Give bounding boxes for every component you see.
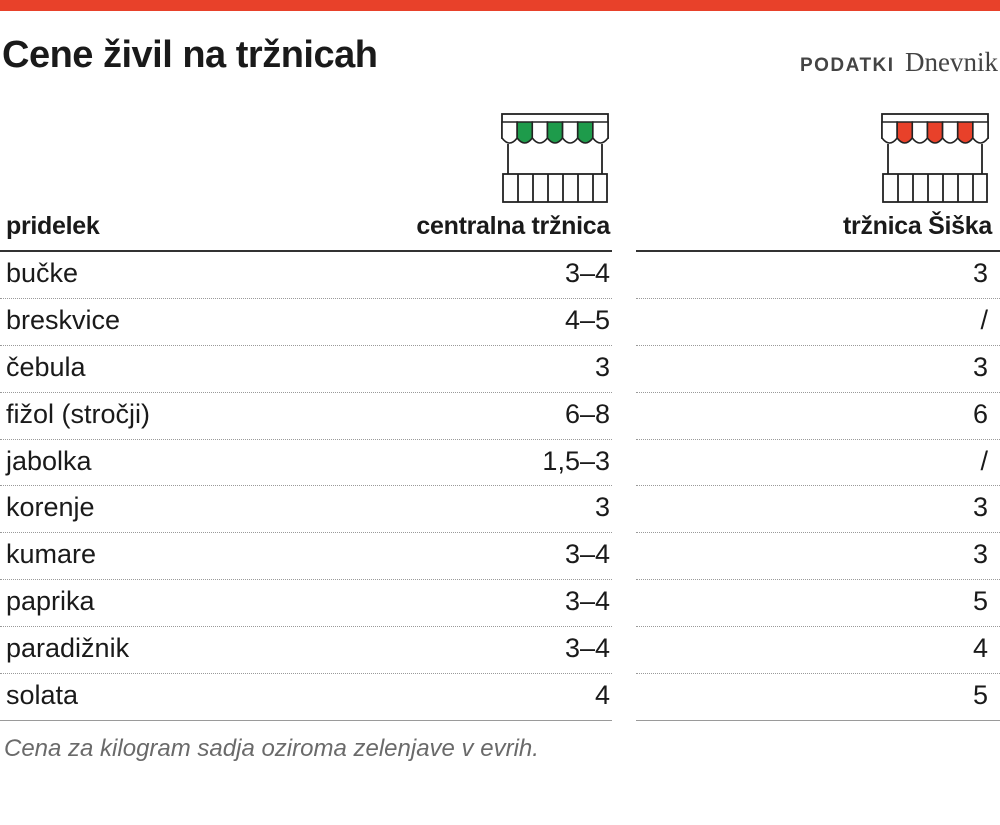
product-cell: čebula (6, 351, 86, 382)
price-table: bučke 3–4 3 breskvice 4–5 / čebula 3 3 fižol (str… (0, 252, 1000, 721)
product-cell: bučke (6, 258, 79, 288)
siska-price-cell: 6 (972, 398, 988, 429)
row-divider (0, 579, 612, 581)
row-divider (0, 532, 612, 534)
central-price-cell: 3–4 (564, 539, 610, 570)
table-row: paprika 3–4 5 (0, 580, 1000, 628)
row-divider (636, 438, 1000, 440)
column-header-central-market: centralna tržnica (416, 212, 610, 240)
row-divider (636, 626, 1000, 628)
market-stall-green-icon (501, 113, 609, 203)
row-divider (0, 438, 612, 440)
product-cell: jabolka (6, 445, 92, 476)
central-price-cell: 1,5–3 (542, 445, 610, 476)
central-price-cell: 3–4 (564, 633, 610, 664)
siska-price-cell: / (980, 304, 988, 335)
source-label: PODATKI (799, 55, 895, 76)
row-divider (0, 673, 612, 675)
header-rule-left (0, 250, 612, 252)
siska-price-cell: 5 (972, 680, 988, 711)
siska-price-cell: 3 (972, 539, 988, 570)
row-divider (0, 485, 612, 487)
table-row: solata 4 5 (0, 674, 1000, 721)
table-row: jabolka 1,5–3 / (0, 440, 1000, 487)
product-cell: kumare (6, 539, 97, 570)
row-divider (636, 297, 1000, 299)
product-cell: solata (6, 680, 79, 711)
siska-price-cell: 5 (972, 586, 988, 617)
header-rule-right (636, 250, 1000, 252)
table-row: breskvice 4–5 / (0, 299, 1000, 346)
table-row: fižol (stročji) 6–8 6 (0, 393, 1000, 440)
accent-bar (0, 0, 1000, 11)
product-cell: korenje (6, 492, 95, 523)
central-price-cell: 3–4 (564, 586, 610, 617)
table-row: korenje 3 3 (0, 486, 1000, 534)
product-cell: fižol (stročji) (6, 398, 151, 429)
siska-price-cell: 3 (972, 492, 988, 523)
row-divider (0, 344, 612, 346)
product-cell: paprika (6, 586, 95, 617)
central-price-cell: 4–5 (564, 304, 610, 335)
row-divider (636, 391, 1000, 393)
table-row: kumare 3–4 3 (0, 533, 1000, 581)
row-divider (636, 579, 1000, 581)
source-credit: PODATKI Dnevnik (800, 47, 998, 78)
product-cell: breskvice (6, 304, 121, 335)
row-divider (0, 626, 612, 628)
siska-price-cell: / (980, 445, 988, 476)
row-divider (0, 297, 612, 299)
table-row: bučke 3–4 3 (0, 252, 1000, 299)
page-title: Cene živil na tržnicah (2, 34, 378, 76)
row-divider (636, 532, 1000, 534)
siska-price-cell: 4 (972, 633, 988, 664)
product-cell: paradižnik (6, 633, 130, 664)
column-header-product: pridelek (6, 212, 100, 240)
table-row: čebula 3 3 (0, 346, 1000, 393)
siska-price-cell: 3 (972, 351, 988, 382)
table-footnote: Cena za kilogram sadja oziroma zelenjave… (4, 735, 539, 762)
row-divider (0, 719, 612, 721)
central-price-cell: 3 (594, 351, 610, 382)
row-divider (636, 344, 1000, 346)
siska-price-cell: 3 (972, 258, 988, 288)
central-price-cell: 6–8 (564, 398, 610, 429)
column-header-siska-market: tržnica Šiška (843, 212, 992, 240)
row-divider (636, 673, 1000, 675)
market-stall-red-icon (881, 113, 989, 203)
central-price-cell: 3–4 (564, 258, 610, 288)
row-divider (636, 719, 1000, 721)
row-divider (0, 391, 612, 393)
central-price-cell: 4 (594, 680, 610, 711)
row-divider (636, 485, 1000, 487)
source-brand-logo: Dnevnik (905, 47, 998, 77)
table-row: paradižnik 3–4 4 (0, 627, 1000, 675)
central-price-cell: 3 (594, 492, 610, 523)
